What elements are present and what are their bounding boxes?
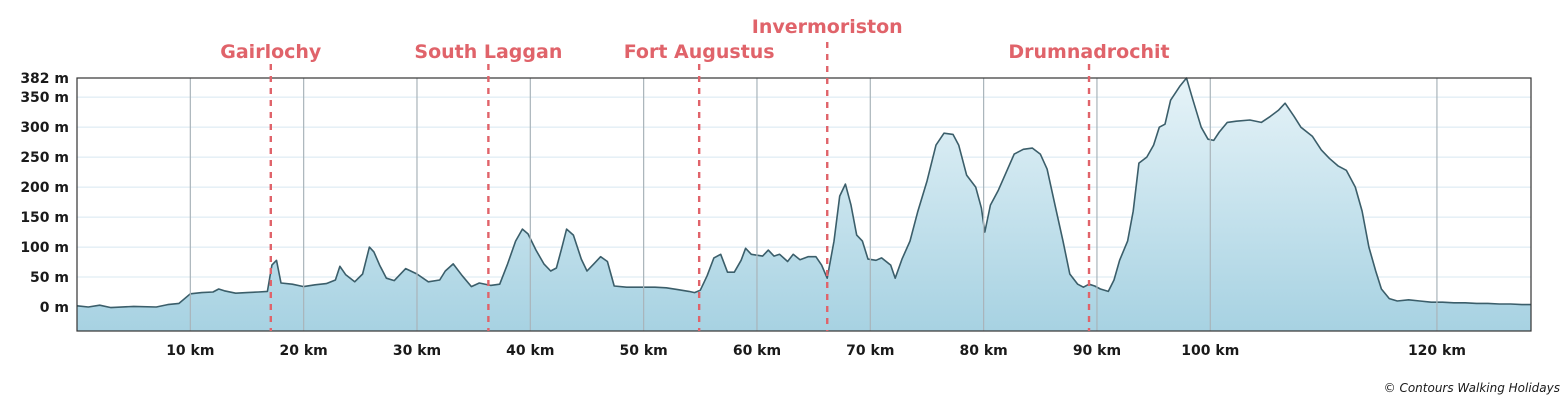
y-tick-label: 150 m: [20, 210, 69, 226]
x-tick-label: 100 km: [1181, 343, 1239, 359]
marker-label: Drumnadrochit: [1008, 41, 1169, 63]
elevation-line: [76, 77, 1531, 309]
label-layer: 382 m 350 m 300 m 250 m 200 m 150 m 100 m 50 m 0…: [20, 16, 1466, 359]
plot-frame: [76, 77, 1532, 332]
vertical-grid-layer: [189, 78, 1438, 331]
axis-layer: [76, 77, 1532, 332]
area-layer: [76, 77, 1531, 331]
marker-layer: [269, 42, 1091, 331]
marker-label: Invermoriston: [752, 16, 903, 38]
marker-label: Gairlochy: [220, 41, 322, 63]
elevation-area: [77, 78, 1531, 331]
x-tick-label: 120 km: [1408, 343, 1466, 359]
marker-label: South Laggan: [414, 41, 562, 63]
x-tick-label: 10 km: [166, 343, 214, 359]
x-tick-label: 20 km: [280, 343, 328, 359]
y-tick-label: 200 m: [20, 180, 69, 196]
marker-label: Fort Augustus: [624, 41, 775, 63]
x-tick-label: 40 km: [506, 343, 554, 359]
copyright-text: © Contours Walking Holidays: [1384, 381, 1560, 395]
y-tick-label: 300 m: [20, 120, 69, 136]
x-tick-label: 60 km: [733, 343, 781, 359]
x-tick-label: 30 km: [393, 343, 441, 359]
y-tick-label: 350 m: [20, 90, 69, 106]
x-tick-label: 90 km: [1073, 343, 1121, 359]
x-tick-label: 50 km: [620, 343, 668, 359]
x-tick-label: 80 km: [959, 343, 1007, 359]
y-tick-label: 250 m: [20, 150, 69, 166]
y-tick-label: 100 m: [20, 240, 69, 256]
y-tick-label: 382 m: [20, 71, 69, 87]
y-tick-label: 50 m: [30, 270, 69, 286]
x-tick-label: 70 km: [846, 343, 894, 359]
y-tick-label: 0 m: [40, 300, 69, 316]
